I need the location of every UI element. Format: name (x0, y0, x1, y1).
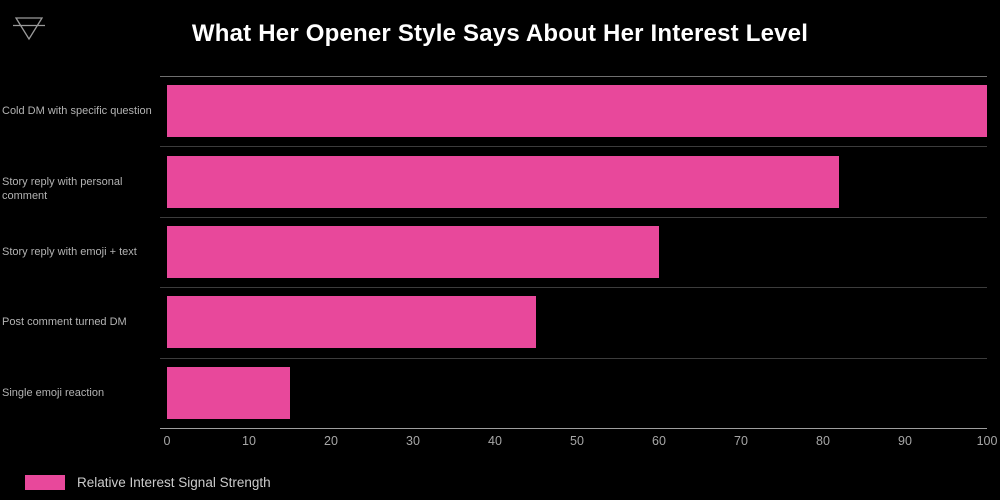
grid-line (160, 76, 987, 77)
bar-0 (167, 85, 987, 138)
x-tick-70: 70 (734, 434, 748, 448)
bar-2 (167, 226, 659, 278)
earth-symbol-icon (13, 17, 45, 41)
bar-4 (167, 366, 290, 419)
category-label-4: Single emoji reaction (2, 386, 105, 399)
category-label-1: Story reply with personal comment (2, 175, 123, 202)
x-axis-line (160, 428, 987, 429)
x-tick-40: 40 (488, 434, 502, 448)
category-label-3: Post comment turned DM (2, 316, 127, 329)
bar-1 (167, 155, 840, 208)
x-tick-100: 100 (976, 434, 998, 448)
x-tick-30: 30 (406, 434, 420, 448)
legend-swatch (25, 475, 65, 490)
grid-line (160, 357, 987, 359)
x-tick-80: 80 (816, 434, 830, 448)
legend: Relative Interest Signal Strength (25, 475, 271, 490)
chart-title: What Her Opener Style Says About Her Int… (191, 20, 809, 47)
grid-line (160, 146, 987, 148)
x-tick-10: 10 (242, 434, 256, 448)
x-tick-50: 50 (570, 434, 584, 448)
x-tick-60: 60 (652, 434, 666, 448)
bar-3 (167, 296, 536, 349)
x-tick-20: 20 (324, 434, 338, 448)
grid-line (160, 216, 987, 218)
x-tick-90: 90 (898, 434, 912, 448)
category-label-0: Cold DM with specific question (2, 105, 152, 118)
category-label-2: Story reply with emoji + text (2, 246, 137, 258)
grid-line (160, 287, 987, 289)
plot-area (160, 76, 987, 429)
legend-label: Relative Interest Signal Strength (77, 475, 271, 490)
x-tick-0: 0 (163, 434, 171, 448)
